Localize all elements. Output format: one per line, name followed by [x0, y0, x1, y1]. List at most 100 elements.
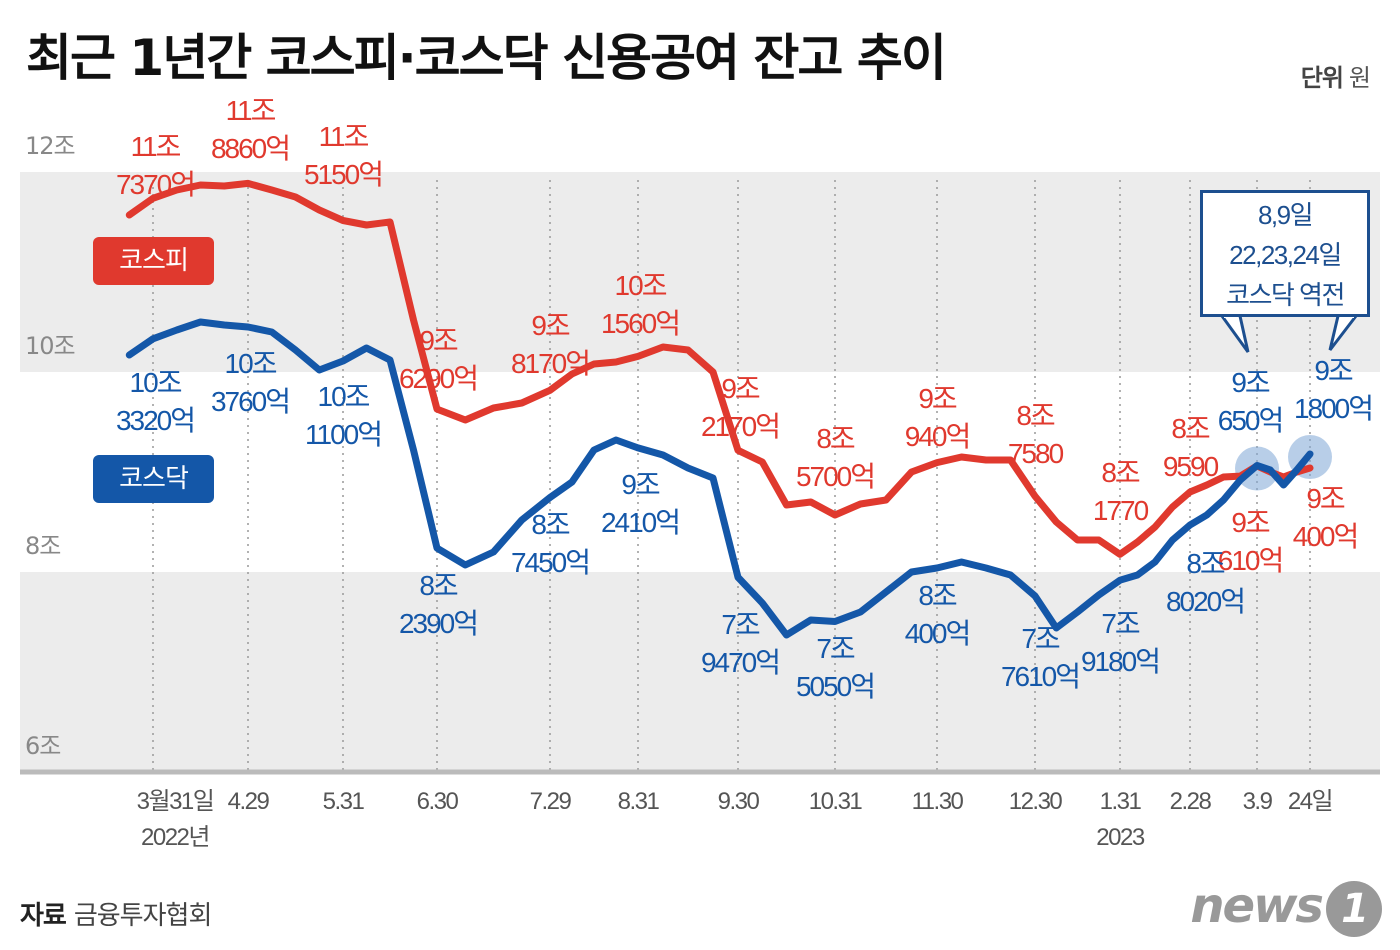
x-tick-label: 9.30	[717, 784, 760, 820]
x-tick-text: 4.29	[227, 788, 270, 815]
data-label-kospi: 8조 9590	[1162, 410, 1219, 486]
data-label-kosdaq: 7조 9470억	[700, 606, 781, 682]
x-tick-label: 24일	[1287, 784, 1334, 820]
data-label-line: 10조	[129, 367, 183, 398]
callout-tail	[1220, 315, 1250, 353]
data-label-kosdaq: 8조 400억	[904, 577, 971, 653]
data-label-kospi: 11조 8860억	[210, 92, 291, 168]
data-label-kosdaq: 8조 8020억	[1166, 545, 1246, 621]
data-label-line: 8조	[531, 509, 570, 540]
callout-line: 코스닥 역전	[1226, 280, 1345, 310]
data-label-line: 7370억	[115, 169, 196, 200]
data-label-kospi: 9조 400억	[1293, 480, 1359, 556]
data-label-line: 8170억	[510, 348, 591, 379]
data-label-kosdaq: 7조 9180억	[1080, 605, 1161, 681]
data-label-line: 7조	[1021, 623, 1060, 654]
data-label-kosdaq: 9조 650억	[1217, 364, 1284, 440]
data-label-line: 9470억	[700, 647, 781, 678]
x-tick-text: 5.31	[322, 788, 365, 815]
data-label-line: 2410억	[600, 507, 681, 538]
data-label-line: 9590	[1162, 451, 1219, 482]
x-tick-label: 3월31일 2022년	[137, 784, 215, 856]
data-label-kospi: 9조 940억	[905, 380, 971, 456]
data-label-line: 5150억	[303, 159, 384, 190]
x-tick-subtext: 2022년	[141, 824, 210, 851]
data-label-line: 7610억	[1000, 661, 1081, 692]
legend-kosdaq: 코스닥	[93, 455, 214, 503]
y-tick-label: 6조	[25, 732, 61, 760]
data-label-kosdaq: 9조 2410억	[600, 466, 681, 542]
data-label-kospi: 9조 2170억	[700, 370, 781, 446]
data-label-line: 8860억	[210, 133, 291, 164]
data-label-kosdaq: 10조 1100억	[305, 378, 383, 454]
data-label-line: 9조	[1231, 507, 1270, 538]
data-label-line: 9180억	[1080, 646, 1161, 677]
data-label-line: 8조	[1171, 413, 1210, 444]
x-tick-text: 2.28	[1169, 788, 1212, 815]
data-label-line: 400억	[904, 618, 971, 649]
data-label-line: 2170억	[700, 411, 781, 442]
data-label-kospi: 9조 610억	[1218, 504, 1284, 580]
x-tick-label: 2.28	[1169, 784, 1212, 820]
data-label-line: 9조	[621, 469, 660, 500]
data-label-line: 3760억	[210, 386, 291, 417]
y-tick-label: 12조	[25, 132, 76, 160]
x-tick-text: 9.30	[717, 788, 760, 815]
data-label-line: 7조	[721, 609, 760, 640]
data-label-line: 7조	[816, 633, 855, 664]
data-label-line: 7580	[1007, 438, 1064, 469]
data-label-line: 7조	[1101, 608, 1140, 639]
data-label-kospi: 11조 5150억	[303, 118, 384, 194]
legend-kospi: 코스피	[93, 237, 214, 285]
series-line-kosdaq	[125, 318, 1314, 639]
callout-tail	[1328, 315, 1358, 351]
x-tick-text: 3.9	[1242, 788, 1273, 815]
data-label-kosdaq: 7조 7610억	[1000, 620, 1081, 696]
data-label-line: 10조	[224, 348, 278, 379]
data-label-line: 9조	[419, 325, 458, 356]
x-tick-label: 11.30	[911, 784, 964, 820]
x-tick-label: 3.9	[1242, 784, 1273, 820]
x-tick-text: 12.30	[1008, 788, 1063, 815]
x-tick-text: 1.31	[1099, 788, 1142, 815]
data-label-kosdaq: 7조 5050억	[796, 630, 876, 706]
x-tick-text: 6.30	[416, 788, 459, 815]
data-label-line: 6290억	[398, 363, 479, 394]
news1-logo: news 1	[1190, 878, 1382, 937]
data-label-line: 9조	[918, 383, 957, 414]
data-label-line: 8조	[1101, 457, 1140, 488]
callout-line: 22,23,24일	[1229, 240, 1342, 270]
logo-text: news	[1190, 878, 1324, 934]
data-label-line: 1770	[1092, 495, 1149, 526]
x-tick-label: 12.30	[1008, 784, 1063, 820]
y-tick-label: 8조	[25, 532, 61, 560]
source-label: 자료	[20, 901, 67, 931]
band-6-8	[20, 572, 1380, 772]
data-label-line: 11조	[318, 121, 370, 152]
data-label-line: 9조	[1314, 355, 1353, 386]
data-label-line: 8조	[1016, 400, 1055, 431]
x-tick-text: 7.29	[529, 788, 572, 815]
data-label-line: 650억	[1217, 405, 1284, 436]
x-tick-label: 1.31 2023	[1096, 784, 1145, 856]
crossover-callout: 8,9일 22,23,24일 코스닥 역전	[1200, 190, 1370, 317]
data-label-line: 9조	[531, 310, 570, 341]
data-label-kospi: 11조 7370억	[115, 128, 196, 204]
unit-label-key: 단위	[1300, 64, 1344, 92]
x-tick-label: 10.31	[809, 784, 863, 820]
data-label-line: 3320억	[115, 405, 196, 436]
data-label-kospi: 8조 1770	[1092, 454, 1149, 530]
data-label-kosdaq: 10조 3760억	[210, 345, 291, 421]
x-tick-label: 5.31	[322, 784, 365, 820]
data-label-kospi: 10조 1560억	[601, 267, 681, 343]
data-label-line: 9조	[1231, 367, 1270, 398]
data-label-line: 10조	[614, 270, 668, 301]
x-tick-subtext: 2023	[1096, 824, 1145, 851]
unit-label: 단위 원	[1300, 58, 1371, 93]
data-label-line: 9조	[1306, 483, 1345, 514]
data-label-line: 8조	[1186, 548, 1225, 579]
data-label-kosdaq: 9조 1800억	[1294, 352, 1374, 428]
data-label-kosdaq: 8조 2390억	[399, 567, 479, 643]
x-tick-text: 24일	[1287, 788, 1334, 815]
x-tick-text: 11.30	[911, 788, 964, 815]
